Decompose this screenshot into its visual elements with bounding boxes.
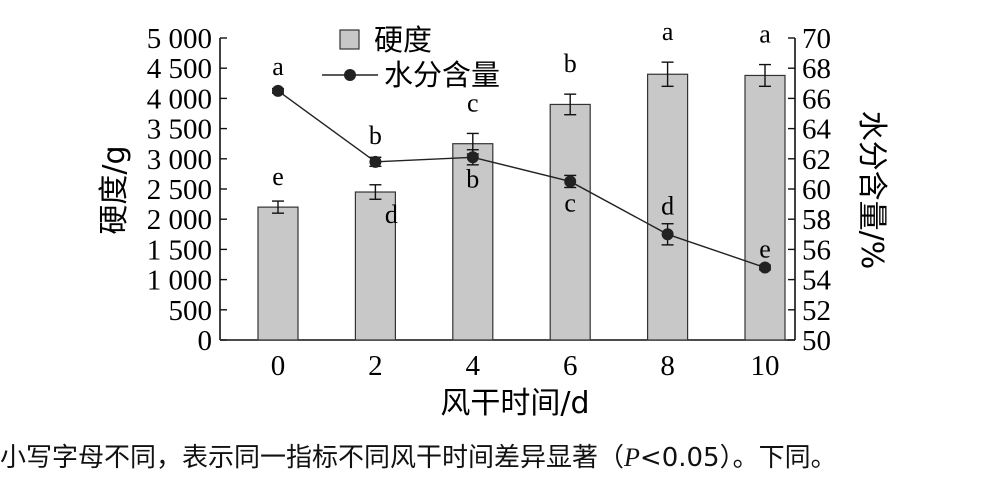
bar (257, 206, 299, 341)
y-axis-left-label: 硬度/g (97, 145, 132, 234)
y-left-tick-label: 4 500 (147, 53, 212, 85)
x-tick-label: 0 (271, 350, 286, 382)
footnote-text-after: <0.05）。下同。 (639, 443, 837, 473)
y-right-tick-label: 68 (802, 53, 831, 85)
bar-significance-letter: a (662, 17, 674, 46)
moisture-point (564, 175, 577, 188)
moisture-point (369, 155, 382, 168)
point-significance-letter: b (466, 164, 479, 193)
y-right-tick-label: 62 (802, 144, 831, 176)
y-left-tick-label: 3 000 (147, 144, 212, 176)
y-right-tick-label: 60 (802, 174, 831, 206)
y-right-tick-label: 58 (802, 204, 831, 236)
legend-bar-label: 硬度 (374, 23, 432, 57)
legend-line-marker (344, 69, 356, 81)
y-left-tick-label: 1 500 (147, 234, 212, 266)
y-right-tick-label: 50 (802, 325, 831, 357)
bar (549, 103, 591, 341)
footnote-text-before: 小写字母不同，表示同一指标不同风干时间差异显著（ (0, 443, 625, 473)
footnote-p-symbol: P (624, 443, 640, 472)
point-significance-letter: a (272, 52, 284, 81)
y-right-tick-label: 54 (802, 265, 832, 297)
y-right-tick-label: 52 (802, 295, 831, 327)
x-tick-label: 8 (660, 350, 675, 382)
y-left-tick-label: 0 (198, 325, 213, 357)
y-left-tick-label: 1 000 (147, 265, 212, 297)
moisture-point (661, 228, 674, 241)
y-left-tick-label: 2 500 (147, 174, 212, 206)
bar-significance-letter: d (385, 200, 398, 229)
y-axis-right-label: 水分含量/% (854, 111, 889, 270)
bar (744, 74, 786, 341)
y-right-tick-label: 70 (802, 23, 831, 55)
x-tick-label: 6 (563, 350, 578, 382)
legend-line-label: 水分含量 (384, 58, 500, 92)
bar-significance-letter: b (564, 49, 577, 78)
point-significance-letter: e (759, 235, 771, 264)
bar-significance-letter: a (759, 20, 771, 49)
y-right-tick-label: 66 (802, 83, 831, 115)
x-tick-label: 2 (368, 350, 383, 382)
y-right-tick-label: 64 (802, 114, 832, 146)
y-left-tick-label: 5 000 (147, 23, 212, 55)
point-significance-letter: c (564, 188, 576, 217)
bar-significance-letter: e (272, 162, 284, 191)
bar (646, 73, 689, 341)
legend-bar-swatch (339, 29, 360, 50)
bar-significance-letter: c (467, 88, 479, 117)
x-tick-label: 4 (466, 350, 481, 382)
moisture-point (272, 84, 284, 97)
moisture-line (277, 90, 766, 269)
y-left-tick-label: 4 000 (147, 83, 212, 115)
moisture-point (466, 151, 479, 164)
x-tick-label: 10 (751, 350, 780, 382)
y-left-tick-label: 500 (169, 295, 213, 327)
y-left-tick-label: 3 500 (147, 114, 212, 146)
y-left-tick-label: 2 000 (147, 204, 212, 236)
moisture-point (759, 261, 771, 274)
footnote: 小写字母不同，表示同一指标不同风干时间差异显著（P<0.05）。下同。 (0, 438, 1004, 478)
point-significance-letter: b (369, 121, 382, 150)
x-axis-label: 风干时间/d (440, 386, 589, 421)
y-right-tick-label: 56 (802, 234, 831, 266)
point-significance-letter: d (661, 191, 674, 220)
